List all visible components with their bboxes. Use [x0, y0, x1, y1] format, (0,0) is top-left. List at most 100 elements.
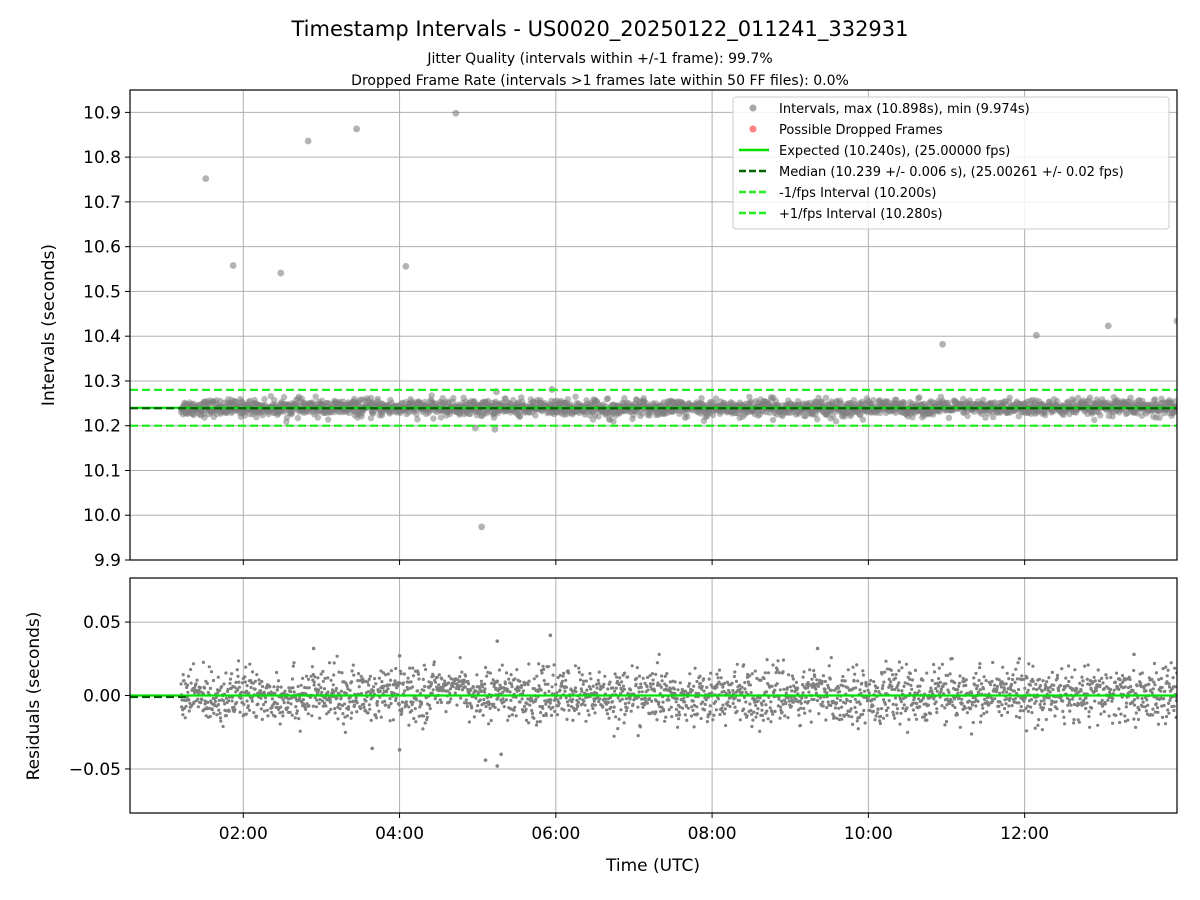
residual-point: [1034, 699, 1038, 703]
residual-point: [935, 689, 939, 694]
residual-point: [717, 668, 722, 672]
residual-point: [759, 678, 763, 682]
residual-point: [443, 679, 447, 683]
residual-point: [940, 704, 944, 708]
residual-point: [835, 696, 839, 700]
residual-point: [388, 683, 392, 687]
residual-point: [1021, 709, 1026, 713]
residual-point: [413, 707, 417, 711]
residual-point: [742, 707, 746, 711]
residual-point: [429, 681, 433, 685]
residual-point: [667, 708, 671, 712]
residual-point: [469, 687, 473, 691]
residual-point: [1087, 714, 1091, 719]
residual-point: [395, 686, 399, 690]
interval-outlier-point: [1032, 331, 1040, 339]
residual-point: [716, 676, 720, 680]
residual-point: [421, 727, 425, 731]
residual-point: [1005, 690, 1009, 694]
residual-point: [677, 717, 681, 721]
residual-point: [1123, 685, 1127, 689]
residual-point: [559, 696, 563, 700]
residual-point: [895, 711, 899, 715]
residual-point: [222, 699, 226, 703]
residual-point: [425, 711, 429, 716]
residual-point: [326, 690, 330, 694]
residual-point: [1174, 715, 1177, 719]
residual-point: [394, 696, 398, 700]
residual-point: [222, 682, 226, 686]
residual-point: [543, 699, 547, 703]
residual-point: [849, 707, 853, 711]
top-y-tick-label: 10.5: [83, 282, 121, 302]
residual-point: [411, 674, 416, 678]
residual-point: [502, 705, 506, 709]
residual-point: [728, 691, 732, 695]
residual-point: [217, 708, 221, 712]
residual-point: [418, 705, 422, 709]
residual-outlier-point: [548, 633, 553, 638]
residual-point: [537, 684, 541, 688]
residual-point: [1167, 711, 1171, 715]
residual-point: [606, 700, 610, 705]
residual-point: [409, 680, 413, 684]
top-y-tick-label: 10.0: [83, 506, 121, 526]
residual-point: [845, 698, 849, 703]
residual-point: [459, 696, 463, 700]
residual-outlier-point: [495, 764, 500, 768]
residual-point: [384, 703, 388, 707]
residual-point: [1166, 708, 1170, 712]
residual-point: [406, 676, 410, 680]
residual-point: [976, 684, 980, 688]
interval-point: [201, 414, 208, 421]
residual-point: [661, 700, 665, 704]
residual-point: [797, 713, 801, 717]
residual-point: [813, 674, 817, 679]
residual-point: [637, 686, 641, 690]
residual-point: [181, 673, 185, 677]
residual-point: [281, 714, 285, 718]
residual-point: [496, 708, 501, 712]
residual-point: [692, 684, 696, 688]
residual-point: [437, 673, 441, 677]
residual-point: [305, 686, 309, 690]
residual-point: [180, 705, 184, 709]
residual-point: [1103, 702, 1107, 706]
residual-point: [953, 681, 957, 685]
residual-point: [592, 699, 596, 703]
residual-point: [846, 668, 850, 672]
residual-point: [368, 674, 372, 679]
residual-point: [687, 682, 692, 686]
residual-point: [1001, 690, 1005, 694]
residual-point: [566, 703, 570, 708]
residual-point: [1058, 683, 1063, 688]
residual-point: [734, 679, 739, 684]
residual-point: [688, 672, 692, 676]
residual-point: [1029, 705, 1033, 709]
residual-point: [608, 680, 612, 684]
residual-point: [665, 684, 669, 688]
residual-point: [365, 680, 370, 684]
residual-point: [591, 684, 595, 688]
residual-point: [667, 698, 671, 702]
interval-point: [683, 413, 691, 420]
residual-point: [780, 710, 784, 715]
residual-point: [253, 679, 257, 683]
residual-point: [524, 718, 529, 723]
residual-point: [1039, 699, 1043, 703]
residual-point: [1157, 677, 1161, 682]
residual-point: [582, 699, 586, 703]
residual-point: [669, 705, 673, 709]
residual-point: [361, 677, 365, 681]
residual-point: [758, 696, 762, 700]
residual-point: [978, 688, 982, 692]
residual-point: [1043, 687, 1047, 692]
residual-point: [332, 673, 336, 677]
residual-point: [798, 699, 802, 703]
residual-point: [773, 709, 777, 714]
residual-point: [341, 722, 346, 726]
residual-point: [893, 676, 898, 680]
residual-point: [1002, 682, 1006, 686]
residual-point: [918, 705, 922, 709]
residual-point: [1013, 697, 1018, 701]
